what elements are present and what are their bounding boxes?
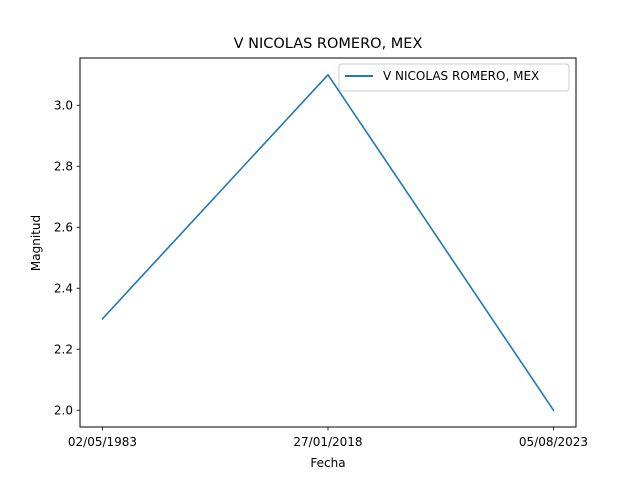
y-tick-label: 2.2 xyxy=(54,343,73,357)
legend-box xyxy=(338,63,570,92)
y-axis-title: Magnitud xyxy=(29,215,43,271)
legend: V NICOLAS ROMERO, MEX xyxy=(338,63,570,92)
x-tick-label: 02/05/1983 xyxy=(68,435,137,449)
y-tick-label: 2.4 xyxy=(54,282,73,296)
y-tick-label: 2.6 xyxy=(54,221,73,235)
axis-ticks: 2.0 2.2 2.4 2.6 2.8 3.0 02/05/1983 27/01/2018 05… xyxy=(54,99,588,449)
plot-area xyxy=(80,58,576,427)
chart-title: V NICOLAS ROMERO, MEX xyxy=(234,36,423,52)
series-group xyxy=(101,73,555,412)
x-axis-title: Fecha xyxy=(310,456,345,470)
y-tick-label: 2.0 xyxy=(54,404,73,418)
y-tick-label: 3.0 xyxy=(54,99,73,113)
plot-frame xyxy=(79,57,577,428)
x-tick-label: 05/08/2023 xyxy=(519,435,588,449)
y-tick-label: 2.8 xyxy=(54,160,73,174)
series-line xyxy=(101,73,555,412)
x-tick-label: 27/01/2018 xyxy=(293,435,362,449)
legend-label: V NICOLAS ROMERO, MEX xyxy=(383,69,539,83)
